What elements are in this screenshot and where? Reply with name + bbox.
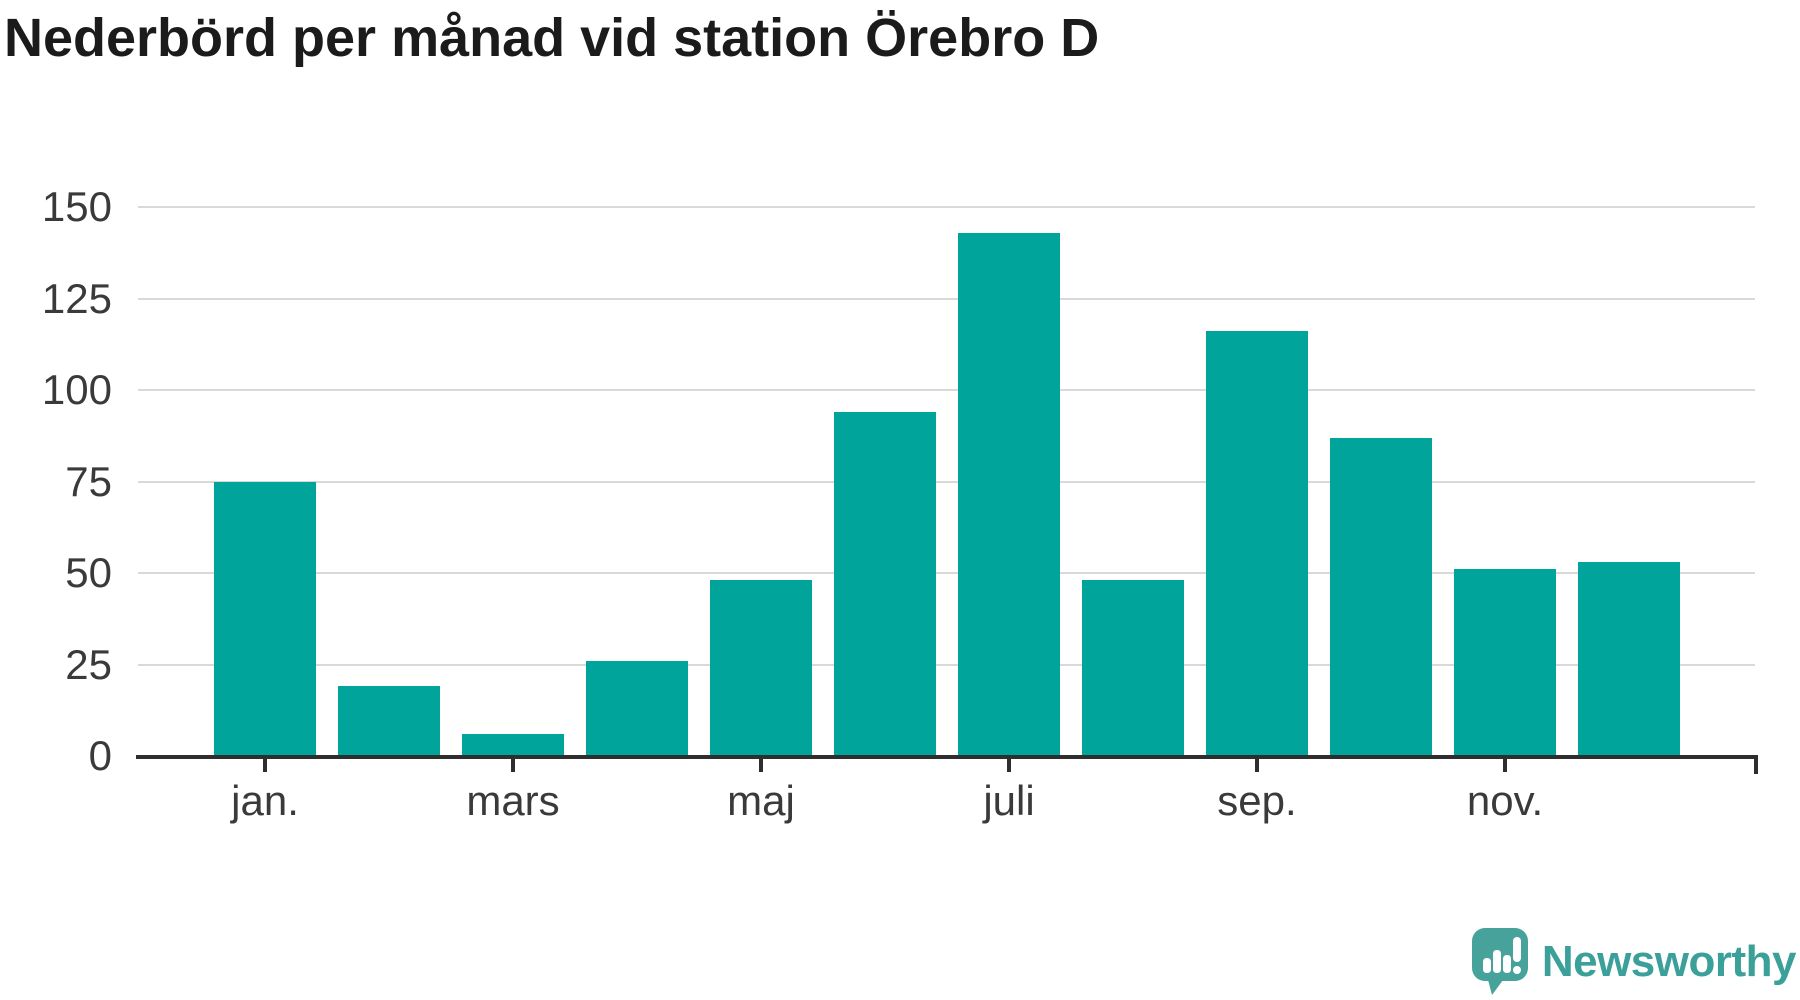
x-tick-label-mars: mars <box>466 777 560 824</box>
y-tick-label-125: 125 <box>41 274 112 322</box>
y-tick-label-75: 75 <box>65 457 112 505</box>
x-tick-mark-jan <box>263 759 267 772</box>
x-tick-mark-maj <box>759 759 763 772</box>
bar-feb <box>338 686 440 756</box>
x-tick-label-sep: sep. <box>1217 777 1297 824</box>
y-tick-label-150: 150 <box>41 183 112 230</box>
gridline-y-50 <box>138 572 1755 574</box>
x-tick-label-maj: maj <box>727 777 795 824</box>
gridline-y-100 <box>138 389 1755 391</box>
bar-maj <box>710 580 812 756</box>
newsworthy-speech-bubble-bar-chart-icon <box>1471 928 1528 995</box>
newsworthy-logo-text: Newsworthy <box>1541 937 1797 986</box>
bar-aug <box>1082 580 1184 756</box>
chart-title: Nederbörd per månad vid station Örebro D <box>4 8 1100 68</box>
bar-dec <box>1578 562 1680 756</box>
gridline-y-150 <box>138 206 1755 208</box>
x-tick-label-juli: juli <box>983 777 1035 824</box>
bar-juli <box>958 232 1060 756</box>
x-tick-mark-juli <box>1007 759 1011 772</box>
x-tick-mark-nov <box>1503 759 1507 772</box>
bar-jan <box>214 481 316 756</box>
gridline-y-125 <box>138 297 1755 300</box>
y-tick-label-50: 50 <box>65 549 112 596</box>
y-tick-label-0: 0 <box>88 732 112 779</box>
gridline-y-25 <box>138 663 1755 666</box>
bar-sep <box>1206 331 1308 756</box>
gridline-y-75 <box>138 480 1755 483</box>
x-axis-end-tick <box>1754 759 1758 774</box>
x-tick-label-jan: jan. <box>231 777 299 824</box>
bar-mars <box>462 734 564 756</box>
newsworthy-logo: Newsworthy <box>1471 926 1797 998</box>
x-axis-line <box>136 755 1758 759</box>
bar-nov <box>1454 569 1556 756</box>
x-tick-label-nov: nov. <box>1466 777 1544 824</box>
y-tick-label-25: 25 <box>65 640 112 688</box>
x-tick-mark-sep <box>1255 759 1259 772</box>
y-tick-label-100: 100 <box>41 366 112 413</box>
x-tick-mark-mars <box>511 759 515 772</box>
bar-apr <box>586 660 688 756</box>
bar-okt <box>1330 437 1432 756</box>
bar-juni <box>834 411 936 756</box>
